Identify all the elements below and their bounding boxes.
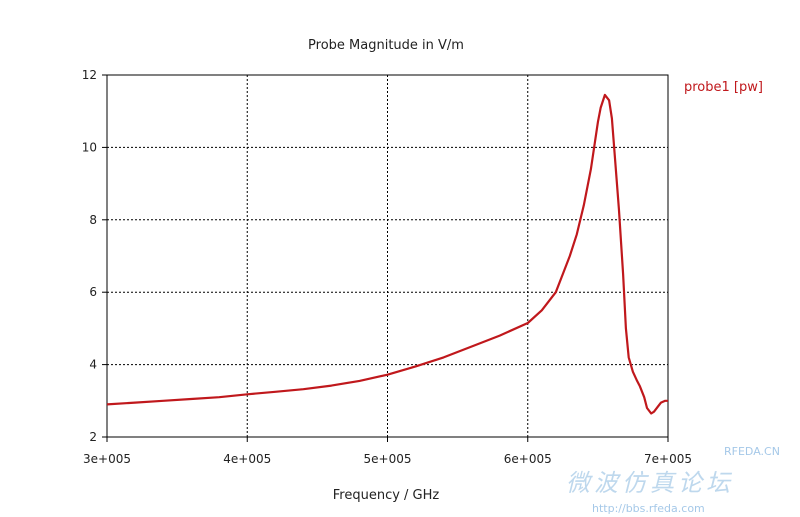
y-tick-label: 2 <box>89 430 97 444</box>
series-line-probe1 <box>106 93 668 415</box>
y-tick-label: 6 <box>89 285 97 299</box>
watermark-site: RFEDA.CN <box>724 445 780 458</box>
y-axis-ticks: 2 4 6 8 10 12 <box>82 68 107 444</box>
x-tick-label: 3e+005 <box>83 452 131 466</box>
legend-entry-probe1: probe1 [pw] <box>684 80 763 95</box>
x-axis-ticks: 3e+005 4e+005 5e+005 6e+005 7e+005 <box>83 437 692 466</box>
watermark-text: 微波仿真论坛 <box>566 469 734 497</box>
y-tick-label: 4 <box>89 358 97 372</box>
x-axis-label: Frequency / GHz <box>333 488 440 503</box>
watermark: RFEDA.CN 微波仿真论坛 http://bbs.rfeda.com <box>566 445 780 515</box>
x-tick-label: 6e+005 <box>504 452 552 466</box>
chart-title: Probe Magnitude in V/m <box>308 38 464 53</box>
y-tick-label: 8 <box>89 213 97 227</box>
grid-lines <box>107 75 668 437</box>
y-tick-label: 12 <box>82 68 97 82</box>
watermark-url: http://bbs.rfeda.com <box>592 502 705 515</box>
x-tick-label: 4e+005 <box>223 452 271 466</box>
y-tick-label: 10 <box>82 140 97 154</box>
x-tick-label: 5e+005 <box>364 452 412 466</box>
x-tick-label: 7e+005 <box>644 452 692 466</box>
